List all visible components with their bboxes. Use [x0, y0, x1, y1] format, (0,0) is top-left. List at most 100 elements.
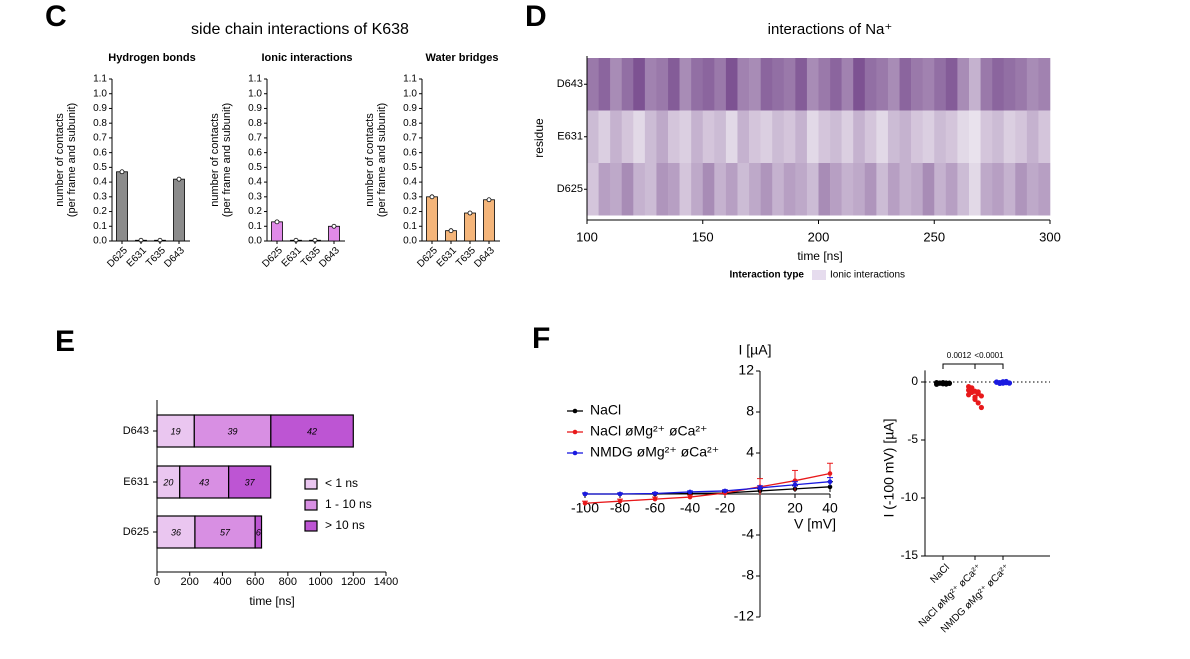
heatmap-cell [876, 110, 889, 163]
x-tick-label: E631 [280, 245, 305, 270]
heatmap-cell [922, 110, 935, 163]
data-point [827, 479, 833, 485]
heatmap-cell [795, 110, 808, 163]
legend-label: Ionic interactions [830, 270, 905, 281]
segment-label: 36 [171, 527, 181, 537]
heatmap-cell [853, 58, 866, 111]
heatmap-cell [945, 110, 958, 163]
panel-letter: F [532, 322, 550, 355]
heatmap-cell [644, 163, 657, 216]
data-point [687, 489, 693, 495]
row-label: D625 [557, 183, 583, 195]
segment-label: 37 [245, 477, 256, 487]
y-axis-label: (per frame and subunit) [376, 103, 388, 217]
heatmap-cell [922, 58, 935, 111]
y-axis-label: number of contacts [54, 113, 66, 207]
y-tick-label: 0.7 [248, 133, 262, 144]
data-point [975, 389, 981, 395]
heatmap-cell [864, 58, 877, 111]
heatmap-cell [1038, 110, 1051, 163]
bar [173, 178, 185, 242]
heatmap-cell [621, 110, 634, 163]
legend-label: NMDG øMg²⁺ øCa²⁺ [590, 444, 719, 460]
heatmap-cell [587, 163, 599, 216]
bar-segment [156, 515, 196, 549]
segment-label: 6 [256, 527, 261, 537]
heatmap-cell [980, 163, 993, 216]
y-tick-label: -15 [901, 548, 919, 562]
heatmap-cell [830, 163, 842, 216]
data-point [652, 496, 658, 502]
heatmap-cell [806, 163, 819, 216]
bar-segment [254, 515, 263, 549]
y-tick-label: 4 [746, 444, 754, 460]
bar-segment [270, 414, 354, 448]
x-tick-label: E631 [435, 245, 460, 270]
heatmap-cell [992, 163, 1004, 216]
y-tick-label: 0.4 [403, 177, 417, 188]
y-tick-label: 0.3 [248, 191, 262, 202]
bar-point [331, 223, 337, 229]
y-tick-label: 0.5 [403, 162, 417, 173]
x-tick-label: E631 [125, 245, 150, 270]
y-tick-label: 0.6 [93, 147, 107, 158]
x-tick-label: 400 [213, 576, 231, 588]
heatmap-cell [668, 58, 680, 111]
heatmap-cell [945, 163, 958, 216]
legend-marker [572, 429, 578, 435]
y-axis-label: number of contacts [364, 113, 376, 207]
heatmap-cell [876, 58, 889, 111]
heatmap-cell [899, 110, 912, 163]
x-tick-label: D625 [260, 245, 285, 270]
data-point [582, 491, 588, 497]
heatmap-cell [725, 110, 738, 163]
heatmap-cell [679, 110, 692, 163]
series-line [584, 472, 831, 504]
y-tick-label: 0.8 [403, 118, 417, 129]
bar-point [119, 169, 125, 175]
heatmap-cell [1015, 163, 1028, 216]
x-tick-label: 1400 [374, 576, 398, 588]
bar-segment [179, 465, 230, 499]
data-point [978, 393, 985, 399]
heatmap-cell [783, 163, 796, 216]
y-tick-label: 0.0 [248, 236, 262, 247]
heatmap-cell [610, 58, 623, 111]
heatmap-cell [1026, 110, 1039, 163]
significance-label: <0.0001 [974, 351, 1004, 360]
y-tick-label: 0.2 [93, 206, 107, 217]
heatmap-cell [783, 110, 796, 163]
data-point [792, 482, 798, 488]
data-point [652, 491, 658, 496]
bar-point [448, 228, 454, 234]
significance-bracket [974, 363, 1004, 369]
heatmap-cell [772, 163, 785, 216]
heatmap-cell [922, 163, 935, 216]
heatmap-cell [795, 58, 808, 111]
y-tick-label: 0.1 [93, 221, 107, 232]
heatmap-cell [806, 110, 819, 163]
bar-point [176, 176, 182, 182]
data-point [978, 404, 985, 411]
heatmap-cell [621, 163, 634, 216]
bar-point [486, 197, 492, 203]
heatmap-cell [737, 110, 750, 163]
y-tick-label: 8 [746, 403, 754, 419]
heatmap-cell [725, 58, 738, 111]
heatmap-cell [911, 110, 923, 163]
heatmap-cell [772, 58, 785, 111]
bar [464, 212, 476, 242]
heatmap-cell [1015, 110, 1028, 163]
legend-title: Interaction type [730, 270, 805, 281]
data-point [966, 392, 972, 398]
heatmap-cell [714, 110, 727, 163]
y-tick-label: -8 [742, 567, 755, 583]
heatmap-cell [899, 163, 912, 216]
heatmap-cell [818, 163, 831, 216]
heatmap-cell [957, 110, 970, 163]
y-tick-label: 0.6 [248, 147, 262, 158]
y-tick-label: 12 [738, 362, 754, 378]
data-point [827, 484, 833, 490]
row-label: D643 [557, 78, 583, 90]
